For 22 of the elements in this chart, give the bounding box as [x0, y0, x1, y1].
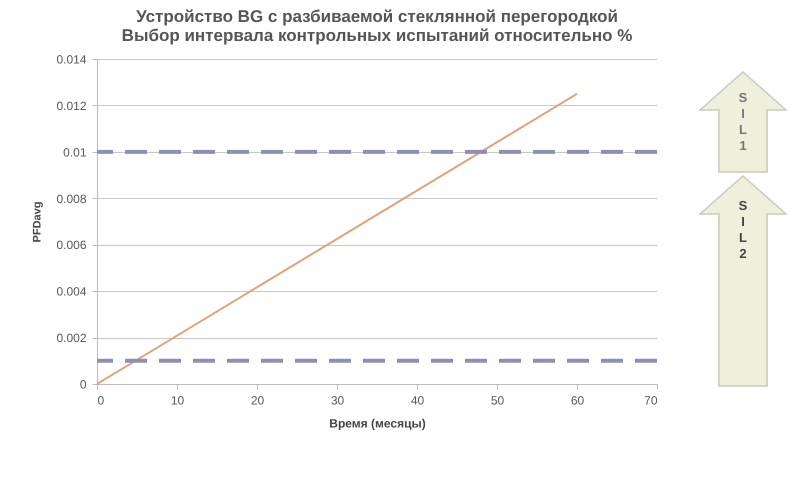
y-tick-label: 0.006 [56, 238, 87, 252]
x-tick-label: 0 [98, 394, 104, 408]
y-tick-label: 0.004 [56, 284, 87, 299]
y-tick-label: 0.002 [56, 331, 87, 346]
y-tick-label: 0.01 [63, 145, 87, 160]
x-tick-label: 20 [250, 394, 264, 408]
x-tick-label: 30 [330, 394, 344, 408]
text: Устройство BG с разбиваемой стеклянной перегородкой [136, 7, 618, 26]
x-tick-label: 50 [490, 394, 504, 408]
x-tick-label: 70 [644, 394, 658, 408]
x-axis-title: Время (месяцы) [329, 416, 426, 430]
y-tick-label: 0.008 [56, 192, 87, 206]
x-tick-label: 10 [170, 394, 184, 408]
y-tick-label: 0.014 [56, 52, 87, 66]
text: SIL 2 [738, 198, 748, 261]
text: SIL 1 [738, 90, 748, 153]
y-tick-label: 0 [80, 378, 87, 392]
y-tick-label: 0.012 [56, 98, 87, 113]
text: Выбор интервала контрольных испытаний относительно % [122, 26, 632, 45]
y-axis-title: PFDavg [31, 202, 44, 242]
x-tick-label: 60 [570, 394, 584, 408]
x-tick-label: 40 [410, 394, 424, 408]
